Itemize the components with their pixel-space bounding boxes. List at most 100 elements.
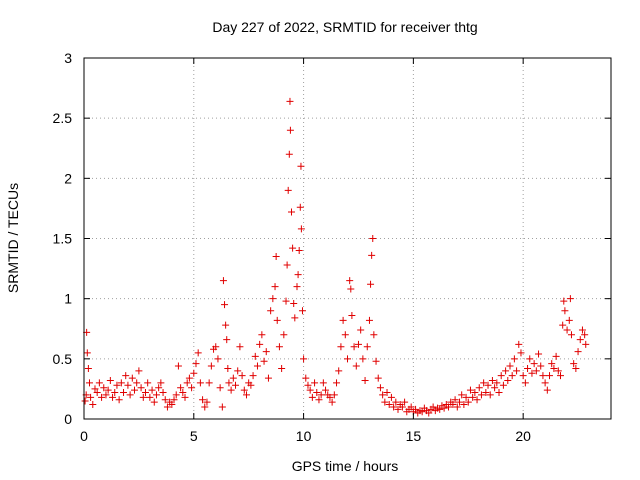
data-point — [256, 340, 264, 348]
data-point — [296, 203, 304, 211]
data-point — [141, 389, 149, 397]
data-point — [128, 374, 136, 382]
y-tick-label: 3 — [64, 50, 72, 66]
data-point — [488, 376, 496, 384]
data-point — [291, 314, 299, 322]
data-point — [392, 398, 400, 406]
data-point — [524, 364, 532, 372]
data-point — [272, 253, 280, 261]
data-point — [236, 343, 244, 351]
data-point — [188, 384, 196, 392]
data-point — [453, 403, 461, 411]
data-point — [550, 364, 558, 372]
data-point — [429, 403, 437, 411]
data-point — [89, 401, 97, 409]
data-point — [242, 391, 250, 399]
data-point — [348, 312, 356, 320]
data-point — [582, 340, 590, 348]
data-point — [401, 398, 409, 406]
data-point — [462, 393, 470, 401]
data-point — [387, 393, 395, 401]
data-point — [264, 374, 272, 382]
data-point — [491, 384, 499, 392]
data-point — [519, 372, 527, 380]
data-point — [477, 391, 485, 399]
data-point — [445, 403, 453, 411]
data-point — [240, 386, 248, 394]
chart-title: Day 227 of 2022, SRMTID for receiver tht… — [212, 19, 477, 35]
data-point — [385, 401, 393, 409]
data-point — [183, 379, 191, 387]
data-point — [190, 369, 198, 377]
data-point — [365, 316, 373, 324]
data-point — [293, 283, 301, 291]
data-point — [567, 331, 575, 339]
data-point — [159, 389, 167, 397]
data-point — [480, 379, 488, 387]
data-point — [398, 403, 406, 411]
data-point — [532, 367, 540, 375]
data-point — [174, 362, 182, 370]
data-point — [530, 360, 538, 368]
data-point — [131, 386, 139, 394]
data-point — [513, 367, 521, 375]
data-point — [285, 150, 293, 158]
data-point — [216, 384, 224, 392]
data-point — [297, 162, 305, 170]
data-point — [535, 350, 543, 358]
data-point — [319, 379, 327, 387]
data-point — [440, 404, 448, 412]
data-point — [379, 391, 387, 399]
data-point — [572, 364, 580, 372]
data-point — [212, 343, 220, 351]
data-point — [493, 379, 501, 387]
data-point — [497, 372, 505, 380]
data-point — [374, 374, 382, 382]
data-point — [109, 393, 117, 401]
data-point — [152, 391, 160, 399]
data-point — [111, 389, 119, 397]
data-point — [368, 251, 376, 259]
data-point — [271, 283, 279, 291]
data-point — [451, 396, 459, 404]
data-point — [548, 360, 556, 368]
data-point — [218, 403, 226, 411]
y-tick-label: 2 — [64, 170, 72, 186]
data-point — [286, 126, 294, 134]
data-point — [504, 376, 512, 384]
data-point — [227, 386, 235, 394]
data-point — [283, 261, 291, 269]
data-point — [570, 360, 578, 368]
plot-frame — [83, 57, 612, 420]
data-point — [394, 405, 402, 413]
data-point — [515, 340, 523, 348]
data-point — [163, 403, 171, 411]
data-point — [172, 391, 180, 399]
data-point — [510, 355, 518, 363]
data-point — [486, 391, 494, 399]
data-point — [372, 357, 380, 365]
data-point — [346, 277, 354, 285]
data-point — [308, 393, 316, 401]
data-point — [253, 362, 261, 370]
data-point — [181, 393, 189, 401]
y-tick-label: 2.5 — [53, 110, 73, 126]
data-points — [81, 97, 590, 417]
data-point — [369, 235, 377, 242]
data-point — [418, 408, 426, 416]
data-point — [148, 386, 156, 394]
data-point — [282, 297, 290, 305]
data-point — [104, 386, 112, 394]
data-point — [313, 389, 321, 397]
data-point — [113, 381, 121, 389]
data-point — [170, 396, 178, 404]
data-point — [466, 386, 474, 394]
data-point — [322, 386, 330, 394]
data-point — [350, 343, 358, 351]
data-point — [91, 385, 99, 393]
data-point — [205, 379, 213, 387]
data-point — [407, 403, 415, 411]
data-point — [102, 391, 110, 399]
y-tick-label: 1 — [64, 291, 72, 307]
